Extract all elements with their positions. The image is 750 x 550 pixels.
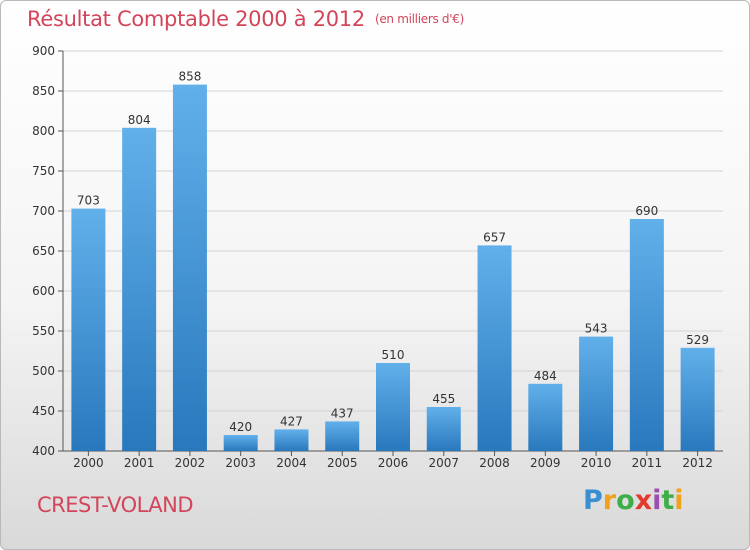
x-tick-label: 2004: [276, 456, 307, 470]
bar: [274, 429, 309, 451]
x-tick-label: 2011: [632, 456, 663, 470]
bar: [528, 383, 563, 451]
bar: [376, 363, 410, 451]
value-label: 427: [280, 414, 303, 428]
bar: [477, 245, 512, 451]
y-tick-label: 550: [32, 324, 55, 338]
value-label: 455: [432, 392, 455, 406]
bar: [223, 435, 258, 451]
bars-layer: [71, 84, 715, 452]
logo-letter: i: [652, 485, 662, 516]
bar: [122, 127, 157, 452]
logo-letter: i: [674, 485, 684, 516]
x-tick-label: 2008: [479, 456, 510, 470]
value-label: 858: [178, 70, 201, 84]
bar: [680, 347, 715, 451]
y-tick-label: 600: [32, 284, 55, 298]
value-label: 690: [635, 204, 658, 218]
logo-letter: x: [634, 485, 653, 516]
y-tick-label: 500: [32, 364, 55, 378]
x-tick-label: 2007: [428, 456, 459, 470]
bar: [71, 208, 106, 451]
bar: [325, 421, 360, 451]
x-tick-label: 2005: [327, 456, 358, 470]
bar: [629, 219, 664, 451]
x-tick-label: 2010: [581, 456, 612, 470]
value-label: 657: [483, 230, 506, 244]
bar: [172, 84, 207, 451]
x-tick-label: 2002: [175, 456, 206, 470]
x-tick-label: 2003: [225, 456, 256, 470]
y-tick-label: 850: [32, 84, 55, 98]
chart-title: Résultat Comptable 2000 à 2012 (en millie…: [27, 7, 464, 31]
value-label: 543: [585, 322, 608, 336]
y-tick-label: 450: [32, 404, 55, 418]
commune-name: CREST-VOLAND: [37, 493, 194, 517]
x-tick-label: 2009: [530, 456, 561, 470]
x-tick-label: 2001: [124, 456, 155, 470]
y-tick-label: 650: [32, 244, 55, 258]
value-label: 804: [128, 113, 151, 127]
bar: [426, 407, 461, 451]
value-label: 484: [534, 369, 557, 383]
y-tick-label: 400: [32, 444, 55, 458]
value-label: 703: [77, 194, 100, 208]
y-tick-label: 700: [32, 204, 55, 218]
y-tick-label: 800: [32, 124, 55, 138]
value-label: 437: [331, 406, 354, 420]
unit-label: (en milliers d'€): [374, 12, 464, 26]
x-tick-label: 2000: [73, 456, 104, 470]
logo-letter: t: [661, 485, 675, 516]
value-label: 510: [382, 348, 405, 362]
y-tick-label: 750: [32, 164, 55, 178]
logo-letter: o: [616, 485, 635, 516]
bar: [579, 336, 614, 451]
value-label: 529: [686, 333, 709, 347]
labels-layer: 400 450 500 550 600 650 700 750 800 850 900 703 2000…: [32, 44, 713, 470]
proxiti-logo: Proxiti: [583, 485, 684, 516]
logo-letter: r: [602, 485, 617, 516]
value-label: 420: [229, 420, 252, 434]
logo-letter: P: [583, 485, 603, 516]
y-tick-label: 900: [32, 44, 55, 58]
title-text: Résultat Comptable 2000 à 2012: [27, 7, 365, 31]
x-tick-label: 2012: [682, 456, 713, 470]
x-tick-label: 2006: [378, 456, 409, 470]
